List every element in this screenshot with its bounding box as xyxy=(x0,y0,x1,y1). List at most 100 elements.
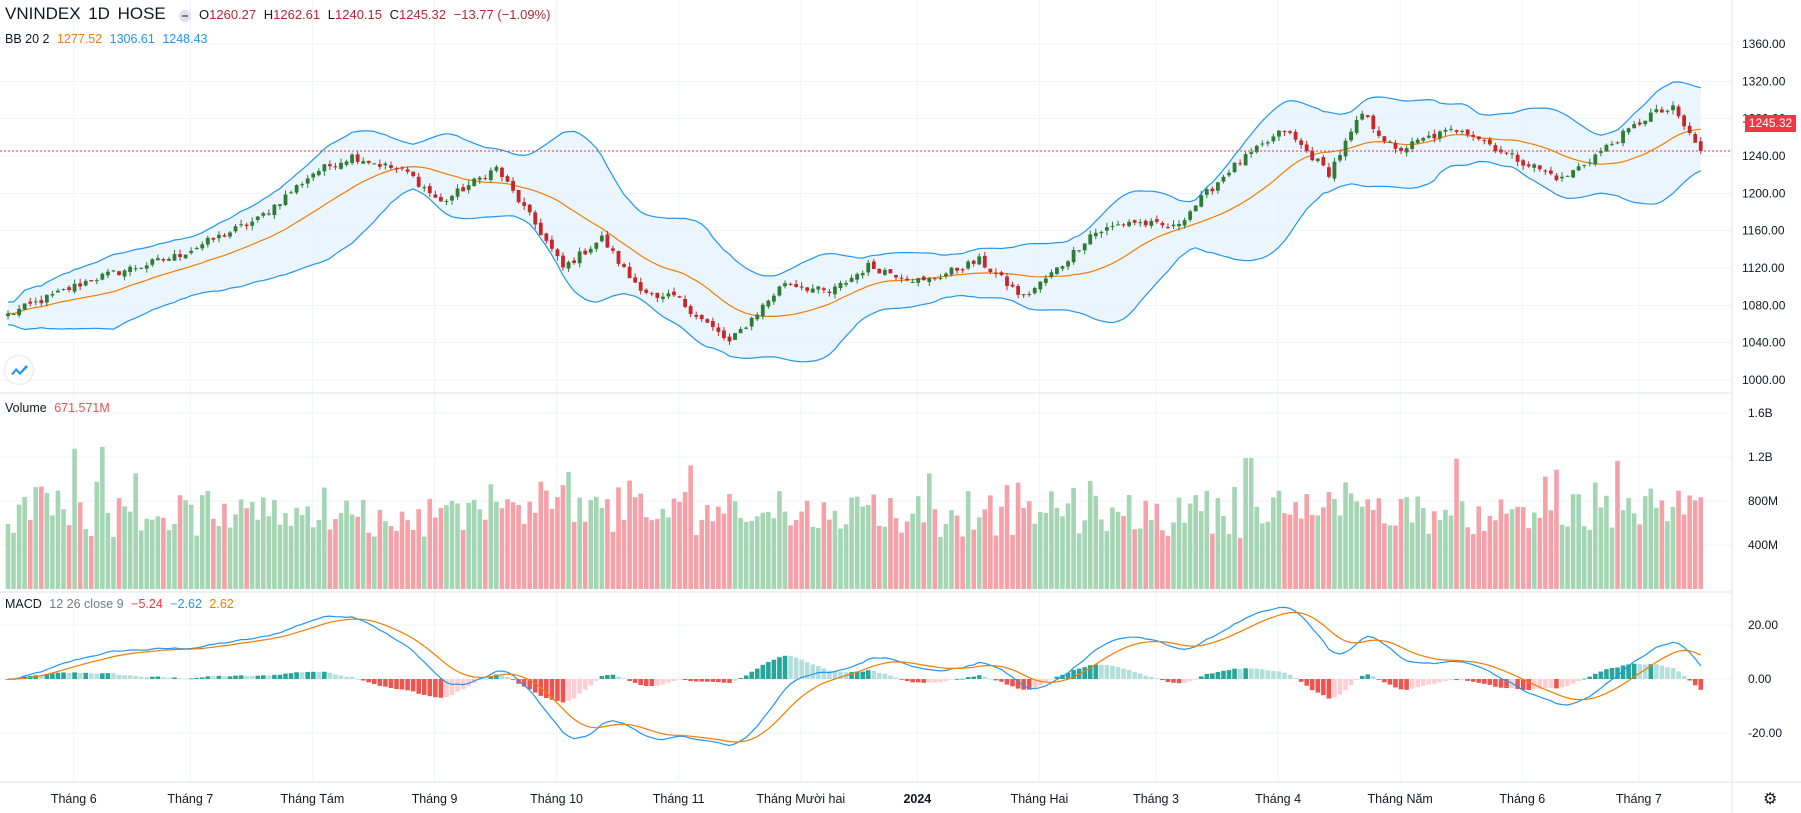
macd-hist-bar xyxy=(1221,670,1226,679)
macd-hist-bar xyxy=(854,671,860,679)
candle-body xyxy=(1632,124,1637,129)
volume-bar xyxy=(1665,521,1670,589)
macd-legend[interactable]: MACD 12 26 close 9 −5.24 −2.62 2.62 xyxy=(5,597,238,611)
candle-body xyxy=(266,213,271,215)
volume-bar xyxy=(927,473,932,589)
volume-name: Volume xyxy=(5,401,47,415)
volume-bar xyxy=(655,518,660,589)
tradingview-logo-icon[interactable] xyxy=(5,356,33,384)
macd-hist-bar xyxy=(1309,679,1315,691)
candle-body xyxy=(627,266,632,279)
macd-hist-bar xyxy=(793,657,799,679)
candle-body xyxy=(1088,234,1093,245)
macd-hist-bar xyxy=(1665,667,1670,679)
macd-hist-bar xyxy=(1670,668,1676,679)
volume-bar xyxy=(372,536,377,589)
volume-bar xyxy=(1676,490,1681,589)
candle-body xyxy=(372,163,377,165)
candle-body xyxy=(300,184,305,186)
volume-bar xyxy=(566,471,571,589)
candle-body xyxy=(1593,154,1598,165)
macd-hist-bar xyxy=(1099,664,1104,679)
candle-body xyxy=(1471,134,1476,137)
volume-bar xyxy=(199,495,205,589)
candle-body xyxy=(1193,205,1198,212)
candle-body xyxy=(244,224,249,227)
macd-hist-bar xyxy=(1237,668,1243,679)
collapse-icon[interactable] xyxy=(179,9,192,22)
macd-hist-bar xyxy=(943,679,949,682)
time-tick-label: Tháng 4 xyxy=(1255,792,1301,806)
volume-bar xyxy=(310,527,316,589)
macd-hist-bar xyxy=(410,679,416,692)
candle-body xyxy=(1343,140,1348,157)
candle-body xyxy=(932,278,937,280)
macd-hist-bar xyxy=(166,677,172,679)
bb-legend[interactable]: BB 20 2 1277.52 1306.61 1248.43 xyxy=(5,32,212,46)
macd-hist-bar xyxy=(716,679,721,683)
candle-body xyxy=(217,234,221,239)
volume-bar xyxy=(749,520,754,589)
volume-bar xyxy=(1193,495,1198,589)
candle-body xyxy=(17,308,21,316)
volume-bar xyxy=(194,535,199,589)
volume-bar xyxy=(677,501,682,589)
volume-bar xyxy=(1093,495,1099,589)
volume-bar xyxy=(1015,482,1021,589)
macd-hist-bar xyxy=(1021,679,1026,690)
volume-bar xyxy=(1271,497,1276,589)
candle-body xyxy=(100,273,105,280)
candle-body xyxy=(289,192,293,194)
candle-body xyxy=(133,268,138,270)
price-tick-label: 1120.00 xyxy=(1742,261,1785,275)
macd-hist-bar xyxy=(283,673,288,679)
macd-hist-bar xyxy=(1004,679,1010,685)
macd-hist-bar xyxy=(1093,664,1099,679)
macd-hist-bar xyxy=(1293,678,1298,679)
candle-body xyxy=(633,277,638,283)
macd-hist-bar xyxy=(421,679,427,695)
volume-bar xyxy=(1576,494,1581,589)
candle-body xyxy=(1698,141,1703,152)
macd-hist-bar xyxy=(1404,679,1409,690)
volume-bar xyxy=(594,496,599,589)
symbol-name[interactable]: VNINDEX xyxy=(5,4,81,23)
candle-body xyxy=(910,281,915,283)
volume-bar xyxy=(510,502,516,589)
volume-legend[interactable]: Volume 671.571M xyxy=(5,401,114,415)
macd-hist-bar xyxy=(1065,672,1071,679)
candle-body xyxy=(1021,294,1026,296)
volume-bar xyxy=(1137,528,1143,589)
macd-hist-bar xyxy=(1515,679,1520,690)
candle-body xyxy=(1055,267,1059,275)
macd-hist-bar xyxy=(266,675,272,679)
volume-bar xyxy=(211,518,216,589)
candle-body xyxy=(982,255,987,268)
volume-bar xyxy=(299,514,305,589)
macd-hist-bar xyxy=(1193,679,1198,680)
macd-hist-bar xyxy=(1626,664,1631,679)
macd-hist-bar xyxy=(832,671,838,679)
volume-bar xyxy=(538,481,544,589)
candle-body xyxy=(699,315,704,320)
volume-bar xyxy=(50,515,55,589)
volume-bar xyxy=(799,511,804,589)
macd-hist-bar xyxy=(760,664,766,679)
gear-icon[interactable]: ⚙ xyxy=(1763,791,1778,808)
volume-bar xyxy=(205,490,211,589)
volume-bar xyxy=(1459,501,1465,589)
macd-hist-bar xyxy=(727,679,732,683)
macd-hist-bar xyxy=(216,675,222,679)
macd-hist-bar xyxy=(1043,679,1049,683)
interval-label[interactable]: 1D xyxy=(88,4,110,23)
macd-hist-bar xyxy=(1248,668,1254,679)
volume-bar xyxy=(1565,526,1570,589)
volume-bar xyxy=(766,512,771,589)
volume-bar xyxy=(355,516,360,589)
candle-body xyxy=(488,170,493,180)
macd-hist-bar xyxy=(1620,665,1626,679)
candle-body xyxy=(139,267,144,269)
volume-bar xyxy=(666,517,671,589)
candle-body xyxy=(1221,176,1226,182)
